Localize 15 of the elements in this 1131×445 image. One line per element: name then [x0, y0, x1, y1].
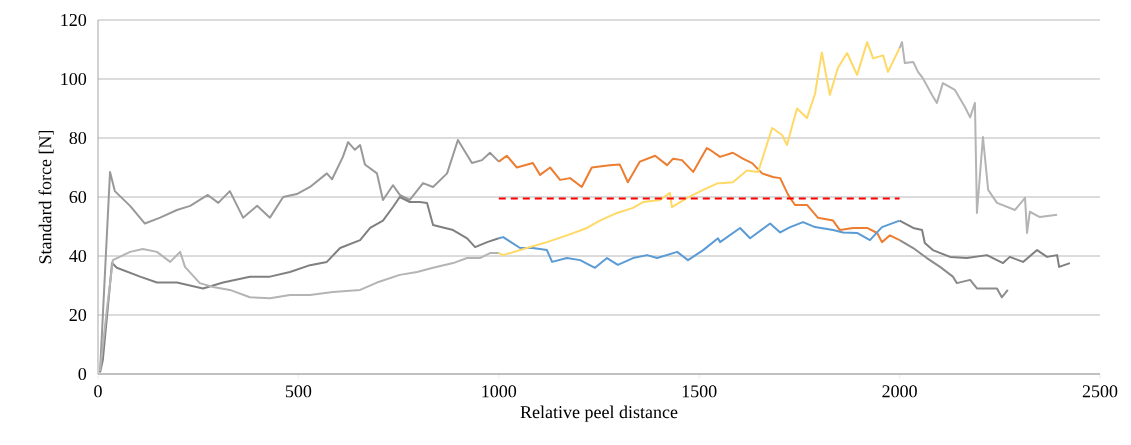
x-tick-label: 1000 [482, 385, 517, 398]
y-tick-label: 40 [69, 249, 87, 263]
y-tick-label: 20 [69, 308, 87, 322]
y-tick-label: 120 [61, 13, 87, 27]
x-tick-label: 2500 [1082, 385, 1118, 398]
x-axis-title: Relative peel distance [520, 405, 678, 422]
y-tick-label: 0 [78, 367, 87, 381]
y-axis-title: Standard force [N] [38, 130, 54, 264]
x-tick-label: 500 [285, 385, 312, 398]
y-tick-label: 60 [69, 190, 87, 204]
x-tick-label: 1500 [682, 385, 717, 398]
y-tick-label: 80 [69, 131, 87, 145]
x-tick-label: 0 [94, 385, 102, 398]
y-tick-label: 100 [61, 72, 87, 86]
x-tick-label: 2000 [882, 385, 917, 398]
